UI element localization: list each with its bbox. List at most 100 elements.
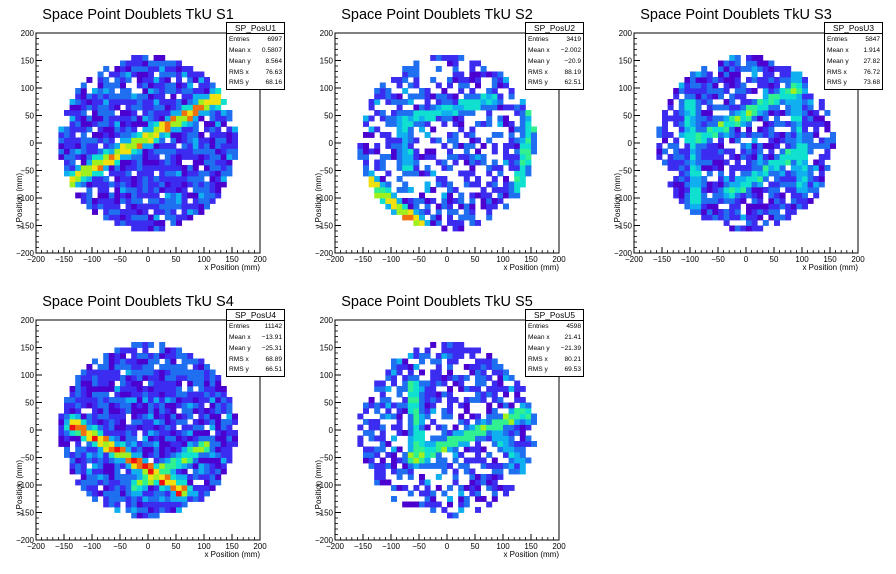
histogram-bin [486, 121, 493, 127]
histogram-bin [824, 126, 831, 133]
histogram-bin [695, 170, 702, 177]
histogram-bin [103, 397, 110, 403]
histogram-bin [204, 88, 210, 94]
x-tick-label: −200 [625, 255, 644, 264]
histogram-bin [204, 468, 210, 475]
histogram-bin [181, 485, 188, 491]
histogram-bin [430, 391, 437, 398]
histogram-bin [103, 115, 110, 122]
histogram-bin [363, 452, 369, 458]
histogram-bin [215, 99, 222, 105]
x-tick-label: 50 [172, 255, 181, 264]
histogram-bin [407, 126, 414, 133]
histogram-bin [136, 342, 143, 348]
histogram-bin [435, 375, 442, 381]
histogram-bin [148, 468, 154, 475]
histogram-bin [391, 77, 397, 83]
histogram-bin [497, 413, 504, 420]
histogram-bin [159, 66, 166, 72]
histogram-bin [695, 104, 702, 111]
histogram-bin [525, 132, 532, 138]
histogram-bin [181, 214, 188, 221]
histogram-bin [108, 214, 115, 221]
x-axis-label: x Position (mm) [802, 263, 858, 272]
histogram-bin [142, 71, 149, 78]
histogram-bin [374, 386, 381, 392]
histogram-bin [97, 110, 104, 116]
histogram-bin [159, 209, 166, 215]
histogram-bin [170, 380, 177, 387]
histogram-bin [114, 93, 121, 100]
histogram-bin [463, 457, 470, 464]
histogram-bin [159, 60, 166, 67]
histogram-bin [368, 424, 375, 431]
histogram-bin [131, 496, 138, 502]
histogram-bin [503, 159, 509, 166]
histogram-bin [690, 82, 696, 89]
histogram-bin [131, 165, 138, 171]
histogram-bin [407, 474, 414, 480]
histogram-bin [463, 132, 470, 138]
histogram-bin [458, 121, 465, 127]
histogram-bin [92, 369, 98, 376]
histogram-bin [407, 353, 414, 359]
histogram-bin [142, 82, 149, 89]
histogram-bin [458, 452, 465, 458]
histogram-bin [64, 154, 70, 160]
histogram-bin [452, 397, 459, 403]
histogram-bin [441, 391, 448, 398]
histogram-bin [125, 71, 132, 78]
histogram-bin [497, 474, 504, 480]
histogram-bin [813, 192, 820, 199]
histogram-bin [435, 435, 442, 442]
histogram-bin [514, 187, 521, 193]
histogram-bin [785, 159, 792, 166]
histogram-bin [413, 66, 420, 72]
histogram-bin [458, 501, 465, 508]
histogram-bin [807, 93, 814, 100]
histogram-bin [97, 419, 104, 425]
histogram-bin [148, 148, 154, 155]
histogram-bin [97, 413, 104, 420]
histogram-bin [108, 490, 115, 497]
histogram-bin [103, 419, 110, 425]
histogram-bin [97, 170, 104, 177]
histogram-bin [385, 198, 392, 204]
histogram-bin [374, 424, 381, 431]
histogram-bin [424, 220, 431, 226]
histogram-bin [153, 181, 160, 188]
histogram-bin [723, 82, 730, 89]
histogram-bin [120, 419, 126, 425]
histogram-bin [69, 170, 76, 177]
histogram-bin [176, 463, 182, 469]
histogram-bin [424, 496, 431, 502]
histogram-bin [64, 132, 70, 138]
histogram-bin [413, 148, 420, 155]
histogram-bin [402, 71, 409, 78]
histogram-bin [80, 375, 87, 381]
histogram-bin [695, 159, 702, 166]
histogram-bin [430, 386, 437, 392]
histogram-bin [491, 463, 498, 469]
histogram-bin [430, 154, 437, 160]
histogram-bin [824, 148, 831, 155]
histogram-bin [220, 110, 227, 116]
histogram-bin [192, 419, 199, 425]
histogram-bin [69, 104, 76, 111]
histogram-bin [153, 176, 160, 182]
histogram-bin [818, 170, 825, 177]
x-tick-label: 150 [524, 255, 538, 264]
histogram-bin [667, 159, 674, 166]
histogram-bin [430, 110, 437, 116]
histogram-bin [430, 402, 437, 409]
histogram-bin [673, 88, 680, 94]
histogram-bin [215, 375, 222, 381]
histogram-bin [80, 143, 87, 149]
histogram-bin [148, 214, 154, 221]
histogram-bin [497, 380, 504, 387]
histogram-bin [148, 430, 154, 436]
y-tick-label: 150 [619, 57, 633, 66]
histogram-bin [114, 192, 121, 199]
histogram-bin [114, 198, 121, 204]
